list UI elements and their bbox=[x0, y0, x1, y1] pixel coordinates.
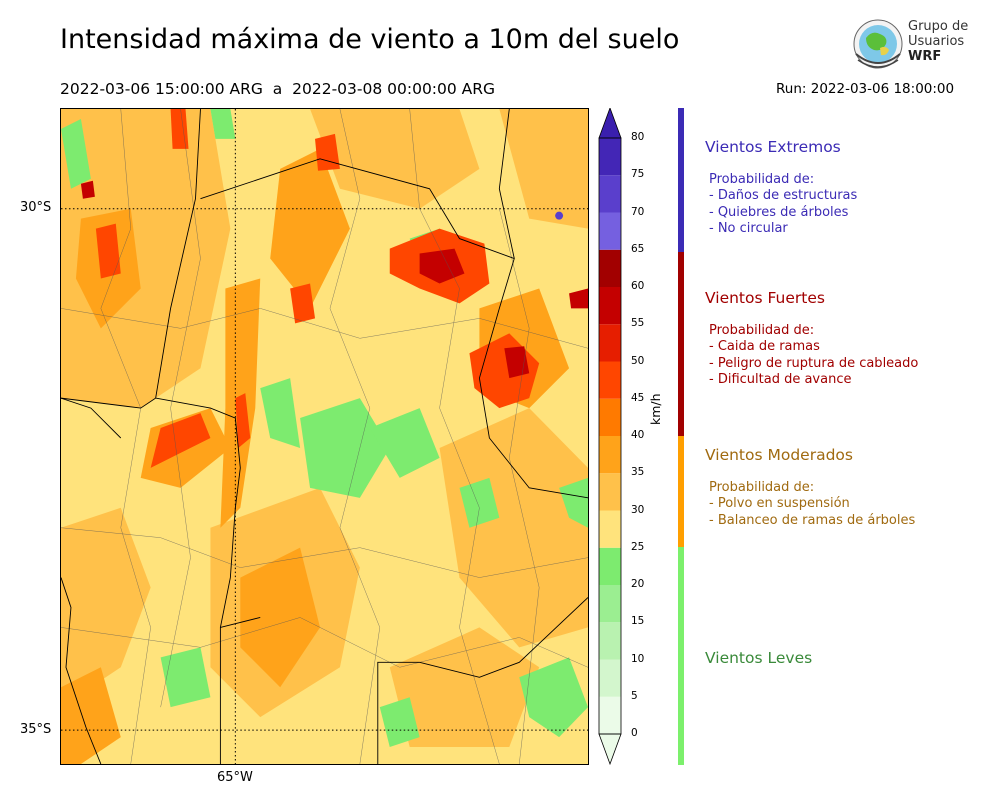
colorbar-segment bbox=[599, 585, 621, 623]
colorbar-segment bbox=[599, 398, 621, 436]
colorbar-segment bbox=[599, 696, 621, 734]
colorbar-tick-label: 65 bbox=[631, 242, 645, 255]
colorbar-tick-label: 70 bbox=[631, 205, 645, 218]
colorbar-segment bbox=[599, 175, 621, 213]
lat-label-30s: 30°S bbox=[20, 200, 52, 215]
legend-line: - No circular bbox=[709, 220, 788, 236]
legend-bar-fuertes bbox=[678, 252, 684, 436]
extreme-wind-cell bbox=[555, 211, 564, 220]
colorbar-tick-label: 80 bbox=[631, 131, 645, 143]
colorbar-segment bbox=[599, 287, 621, 325]
colorbar-segment bbox=[599, 324, 621, 362]
colorbar-tick-label: 30 bbox=[631, 503, 645, 516]
colorbar-segment bbox=[599, 361, 621, 399]
legend-line: Probabilidad de: bbox=[709, 480, 815, 495]
run-time: Run: 2022-03-06 18:00:00 bbox=[776, 81, 955, 97]
legend-line: Probabilidad de: bbox=[709, 172, 815, 187]
colorbar-segment bbox=[599, 659, 621, 697]
lon-label-65w: 65°W bbox=[217, 770, 253, 785]
colorbar-segment bbox=[599, 436, 621, 474]
colorbar-segment bbox=[599, 547, 621, 585]
wind-map bbox=[60, 108, 589, 765]
globe-icon bbox=[853, 19, 903, 69]
legend-line: - Balanceo de ramas de árboles bbox=[709, 512, 916, 528]
colorbar-tick-label: 35 bbox=[631, 466, 645, 479]
colorbar-tick-label: 20 bbox=[631, 578, 645, 590]
legend-line: Probabilidad de: bbox=[709, 323, 815, 338]
legend-line: - Peligro de ruptura de cableado bbox=[709, 355, 919, 371]
colorbar-segment bbox=[599, 622, 621, 660]
legend-line: - Dificultad de avance bbox=[709, 371, 852, 387]
colorbar-segment bbox=[599, 473, 621, 511]
logo-line-3: WRF bbox=[908, 49, 942, 64]
legend-category-extremos: Vientos Extremos bbox=[705, 138, 841, 156]
colorbar-tick-label: 40 bbox=[631, 429, 645, 441]
colorbar-tick-label: 50 bbox=[631, 354, 645, 367]
legend-line: - Caida de ramas bbox=[709, 339, 820, 355]
legend-bar-extremos bbox=[678, 108, 684, 252]
colorbar-tick-label: 5 bbox=[631, 689, 638, 702]
colorbar-segment bbox=[599, 212, 621, 250]
map-title: Intensidad máxima de viento a 10m del su… bbox=[60, 24, 680, 55]
legend-description-extremos: Probabilidad de: - Daños de estructuras … bbox=[709, 172, 857, 237]
lat-label-35s: 35°S bbox=[20, 722, 52, 737]
colorbar-segments bbox=[599, 138, 621, 734]
legend-category-leves: Vientos Leves bbox=[705, 649, 813, 667]
logo-line-1: Grupo de bbox=[908, 19, 969, 34]
colorbar-unit: km/h bbox=[648, 393, 663, 425]
logo-line-2: Usuarios bbox=[908, 34, 965, 49]
logo-text: Grupo de Usuarios WRF bbox=[908, 19, 968, 64]
wrf-users-logo bbox=[853, 19, 903, 69]
legend-line: - Polvo en suspensión bbox=[709, 496, 850, 512]
colorbar-extend-bottom bbox=[598, 733, 622, 766]
legend-bar-leves bbox=[678, 547, 684, 765]
colorbar-tick-label: 15 bbox=[631, 615, 645, 628]
legend-bar-moderados bbox=[678, 436, 684, 547]
colorbar-segment bbox=[599, 138, 621, 176]
wind-zone-45-50 bbox=[95, 109, 540, 468]
colorbar-tick-label: 25 bbox=[631, 540, 645, 553]
province-boundaries bbox=[61, 109, 588, 764]
forecast-period: 2022-03-06 15:00:00 ARG a 2022-03-08 00:… bbox=[60, 80, 496, 98]
legend-category-fuertes: Vientos Fuertes bbox=[705, 289, 825, 307]
colorbar bbox=[598, 108, 622, 766]
colorbar-frame bbox=[598, 137, 622, 735]
colorbar-extend-top bbox=[598, 108, 622, 139]
colorbar-segment bbox=[599, 510, 621, 548]
legend-category-moderados: Vientos Moderados bbox=[705, 446, 853, 464]
colorbar-tick-label: 60 bbox=[631, 280, 645, 292]
legend-description-moderados: Probabilidad de: - Polvo en suspensión -… bbox=[709, 480, 915, 529]
colorbar-tick-label: 0 bbox=[631, 727, 638, 739]
colorbar-tick-label: 10 bbox=[631, 652, 645, 665]
colorbar-tick-label: 55 bbox=[631, 317, 645, 330]
legend-line: - Quiebres de árboles bbox=[709, 204, 849, 220]
colorbar-tick-label: 45 bbox=[631, 391, 645, 404]
colorbar-segment bbox=[599, 249, 621, 287]
legend-description-fuertes: Probabilidad de: - Caida de ramas - Peli… bbox=[709, 323, 918, 388]
colorbar-tick-label: 75 bbox=[631, 168, 645, 181]
legend-line: - Daños de estructuras bbox=[709, 188, 858, 204]
